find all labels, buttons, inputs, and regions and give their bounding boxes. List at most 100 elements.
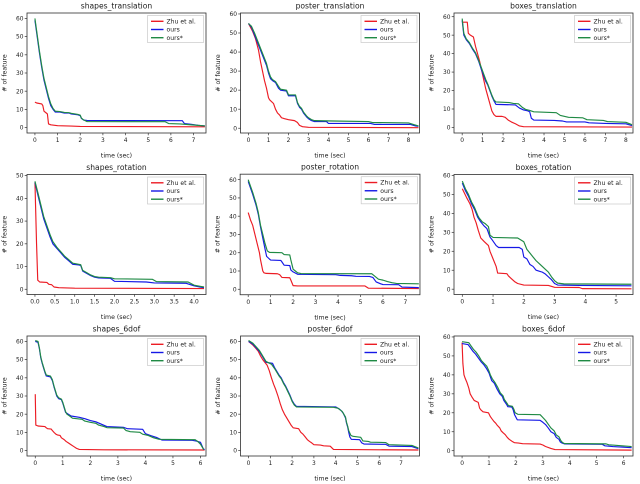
y-axis-tick-label: 40: [16, 196, 24, 202]
legend-label: ours: [380, 27, 393, 34]
y-axis-tick-label: 0: [447, 287, 451, 293]
x-axis-tick-label: 2: [88, 461, 92, 467]
x-axis-tick-label: 3: [522, 138, 526, 144]
x-axis-tick-label: 7: [192, 138, 196, 144]
legend-label: Zhu et al.: [167, 341, 196, 348]
y-axis-tick-label: 20: [443, 249, 451, 255]
x-axis-tick-label: 5: [614, 300, 618, 306]
y-axis-tick-label: 10: [16, 107, 24, 113]
y-axis-label: # of feature: [2, 54, 9, 92]
y-axis-tick-label: 40: [16, 53, 24, 59]
series-line-ours-: [248, 340, 419, 449]
series-line-zhu-et-al-: [247, 23, 419, 129]
y-axis-tick-label: 30: [230, 69, 238, 75]
chart-title: poster_translation: [296, 2, 365, 11]
y-axis-label: # of feature: [2, 216, 9, 254]
y-axis-tick-label: 60: [443, 174, 451, 180]
x-axis-tick-label: 4: [542, 138, 546, 144]
series-line-ours: [461, 182, 632, 287]
x-axis-tick-label: 2: [514, 461, 518, 467]
y-axis-label: # of feature: [2, 377, 9, 415]
axes-frame: [26, 174, 207, 295]
legend-label: ours*: [167, 196, 183, 203]
x-axis-tick-label: 6: [169, 138, 173, 144]
x-axis-tick-label: 7: [399, 461, 403, 467]
legend-label: ours*: [380, 358, 396, 365]
x-axis-tick-label: 8: [624, 138, 628, 144]
legend-label: Zhu et al.: [380, 180, 409, 187]
legend-label: Zhu et al.: [594, 341, 623, 348]
chart-poster-translation: 0 1 2 3 4 5 6 7 8 0 10 20 30 40 50 60 poster_translation…: [213, 0, 427, 161]
x-axis-tick-label: 0: [247, 138, 251, 144]
x-axis-tick-label: 2.0: [110, 300, 120, 306]
chart-title: shapes_translation: [81, 2, 153, 11]
y-axis-tick-label: 30: [443, 230, 451, 236]
y-axis-tick-label: 20: [229, 251, 237, 257]
legend-label: Zhu et al.: [167, 180, 196, 187]
y-axis-tick-label: 60: [16, 340, 24, 346]
y-axis-tick-label: 20: [443, 89, 451, 95]
y-axis-tick-label: 20: [16, 242, 24, 248]
x-axis-label: time (sec): [314, 476, 345, 483]
y-axis-label: # of feature: [215, 215, 222, 253]
axes-frame: [240, 335, 420, 457]
chart-poster-rotation: 0 1 2 3 4 5 6 7 0 10 20 30 40 50 60 poster_rotation time…: [213, 161, 427, 323]
legend-label: ours: [594, 350, 607, 357]
x-axis-tick-label: 0: [460, 300, 464, 306]
x-axis-tick-label: 3: [116, 461, 120, 467]
x-axis-tick-label: 1: [491, 300, 495, 306]
chart-shapes-6dof: 0 1 2 3 4 5 6 0 10 20 30 40 50 60 shapes_6dof time (sec…: [0, 323, 213, 484]
y-axis-tick-label: 40: [443, 52, 451, 58]
y-axis-tick-label: 50: [229, 196, 237, 202]
y-axis-tick-label: 0: [20, 449, 24, 455]
x-axis-tick-label: 5: [171, 461, 175, 467]
x-axis-tick-label: 6: [199, 461, 203, 467]
y-axis-tick-label: 60: [443, 335, 451, 341]
y-axis-tick-label: 0: [233, 126, 237, 132]
y-axis-label: # of feature: [429, 54, 436, 92]
series-line-ours-: [461, 18, 633, 126]
chart-canvas-boxes-translation: 0 1 2 3 4 5 6 7 8 0 10 20 30 40 50 60 boxes_translationt…: [429, 2, 634, 160]
x-axis-tick-label: 1: [481, 138, 485, 144]
x-axis-tick-label: 3: [307, 138, 311, 144]
chart-title: shapes_rotation: [86, 163, 147, 172]
x-axis-tick-label: 0: [33, 138, 37, 144]
x-axis-tick-label: 5: [347, 138, 351, 144]
y-axis-tick-label: 10: [230, 107, 238, 113]
x-axis-label: time (sec): [314, 314, 345, 321]
x-axis-label: time (sec): [528, 153, 559, 160]
y-axis-tick-label: 40: [443, 211, 451, 217]
x-axis-tick-label: 2: [291, 300, 295, 306]
x-axis-tick-label: 3: [314, 300, 318, 306]
x-axis-tick-label: 0.0: [30, 300, 40, 306]
y-axis-tick-label: 40: [16, 376, 24, 382]
y-axis-tick-label: 60: [230, 12, 238, 18]
series-line-ours-: [461, 180, 632, 285]
series-line-zhu-et-al-: [461, 342, 632, 451]
x-axis-tick-label: 4: [336, 300, 340, 306]
x-axis-tick-label: 5: [356, 461, 360, 467]
axes-frame: [240, 12, 420, 134]
chart-canvas-shapes-rotation: 0.0 0.5 1.0 1.5 2.0 2.5 3.0 3.5 4.0 0 10 20 30 40 50 sh…: [2, 163, 207, 321]
chart-canvas-poster-translation: 0 1 2 3 4 5 6 7 8 0 10 20 30 40 50 60 poster_translation…: [215, 2, 420, 160]
y-axis-tick-label: 0: [447, 126, 451, 132]
x-axis-tick-label: 1: [61, 461, 65, 467]
x-axis-tick-label: 1: [267, 138, 271, 144]
x-axis-tick-label: 2: [287, 138, 291, 144]
axes-frame: [26, 335, 207, 457]
x-axis-label: time (sec): [528, 314, 559, 321]
x-axis-tick-label: 1: [56, 138, 60, 144]
legend-label: ours*: [594, 358, 610, 365]
y-axis-tick-label: 10: [443, 107, 451, 113]
series-line-zhu-et-al-: [247, 212, 419, 290]
chart-poster-6dof: 0 1 2 3 4 5 6 7 0 10 20 30 40 50 60 poster_6dof time (se…: [213, 323, 427, 484]
series-line-zhu-et-al-: [248, 341, 419, 451]
x-axis-tick-label: 0: [460, 461, 464, 467]
y-axis-tick-label: 40: [230, 50, 238, 56]
x-axis-tick-label: 0.5: [50, 300, 60, 306]
chart-boxes-translation: 0 1 2 3 4 5 6 7 8 0 10 20 30 40 50 60 boxes_translation t…: [427, 0, 640, 161]
